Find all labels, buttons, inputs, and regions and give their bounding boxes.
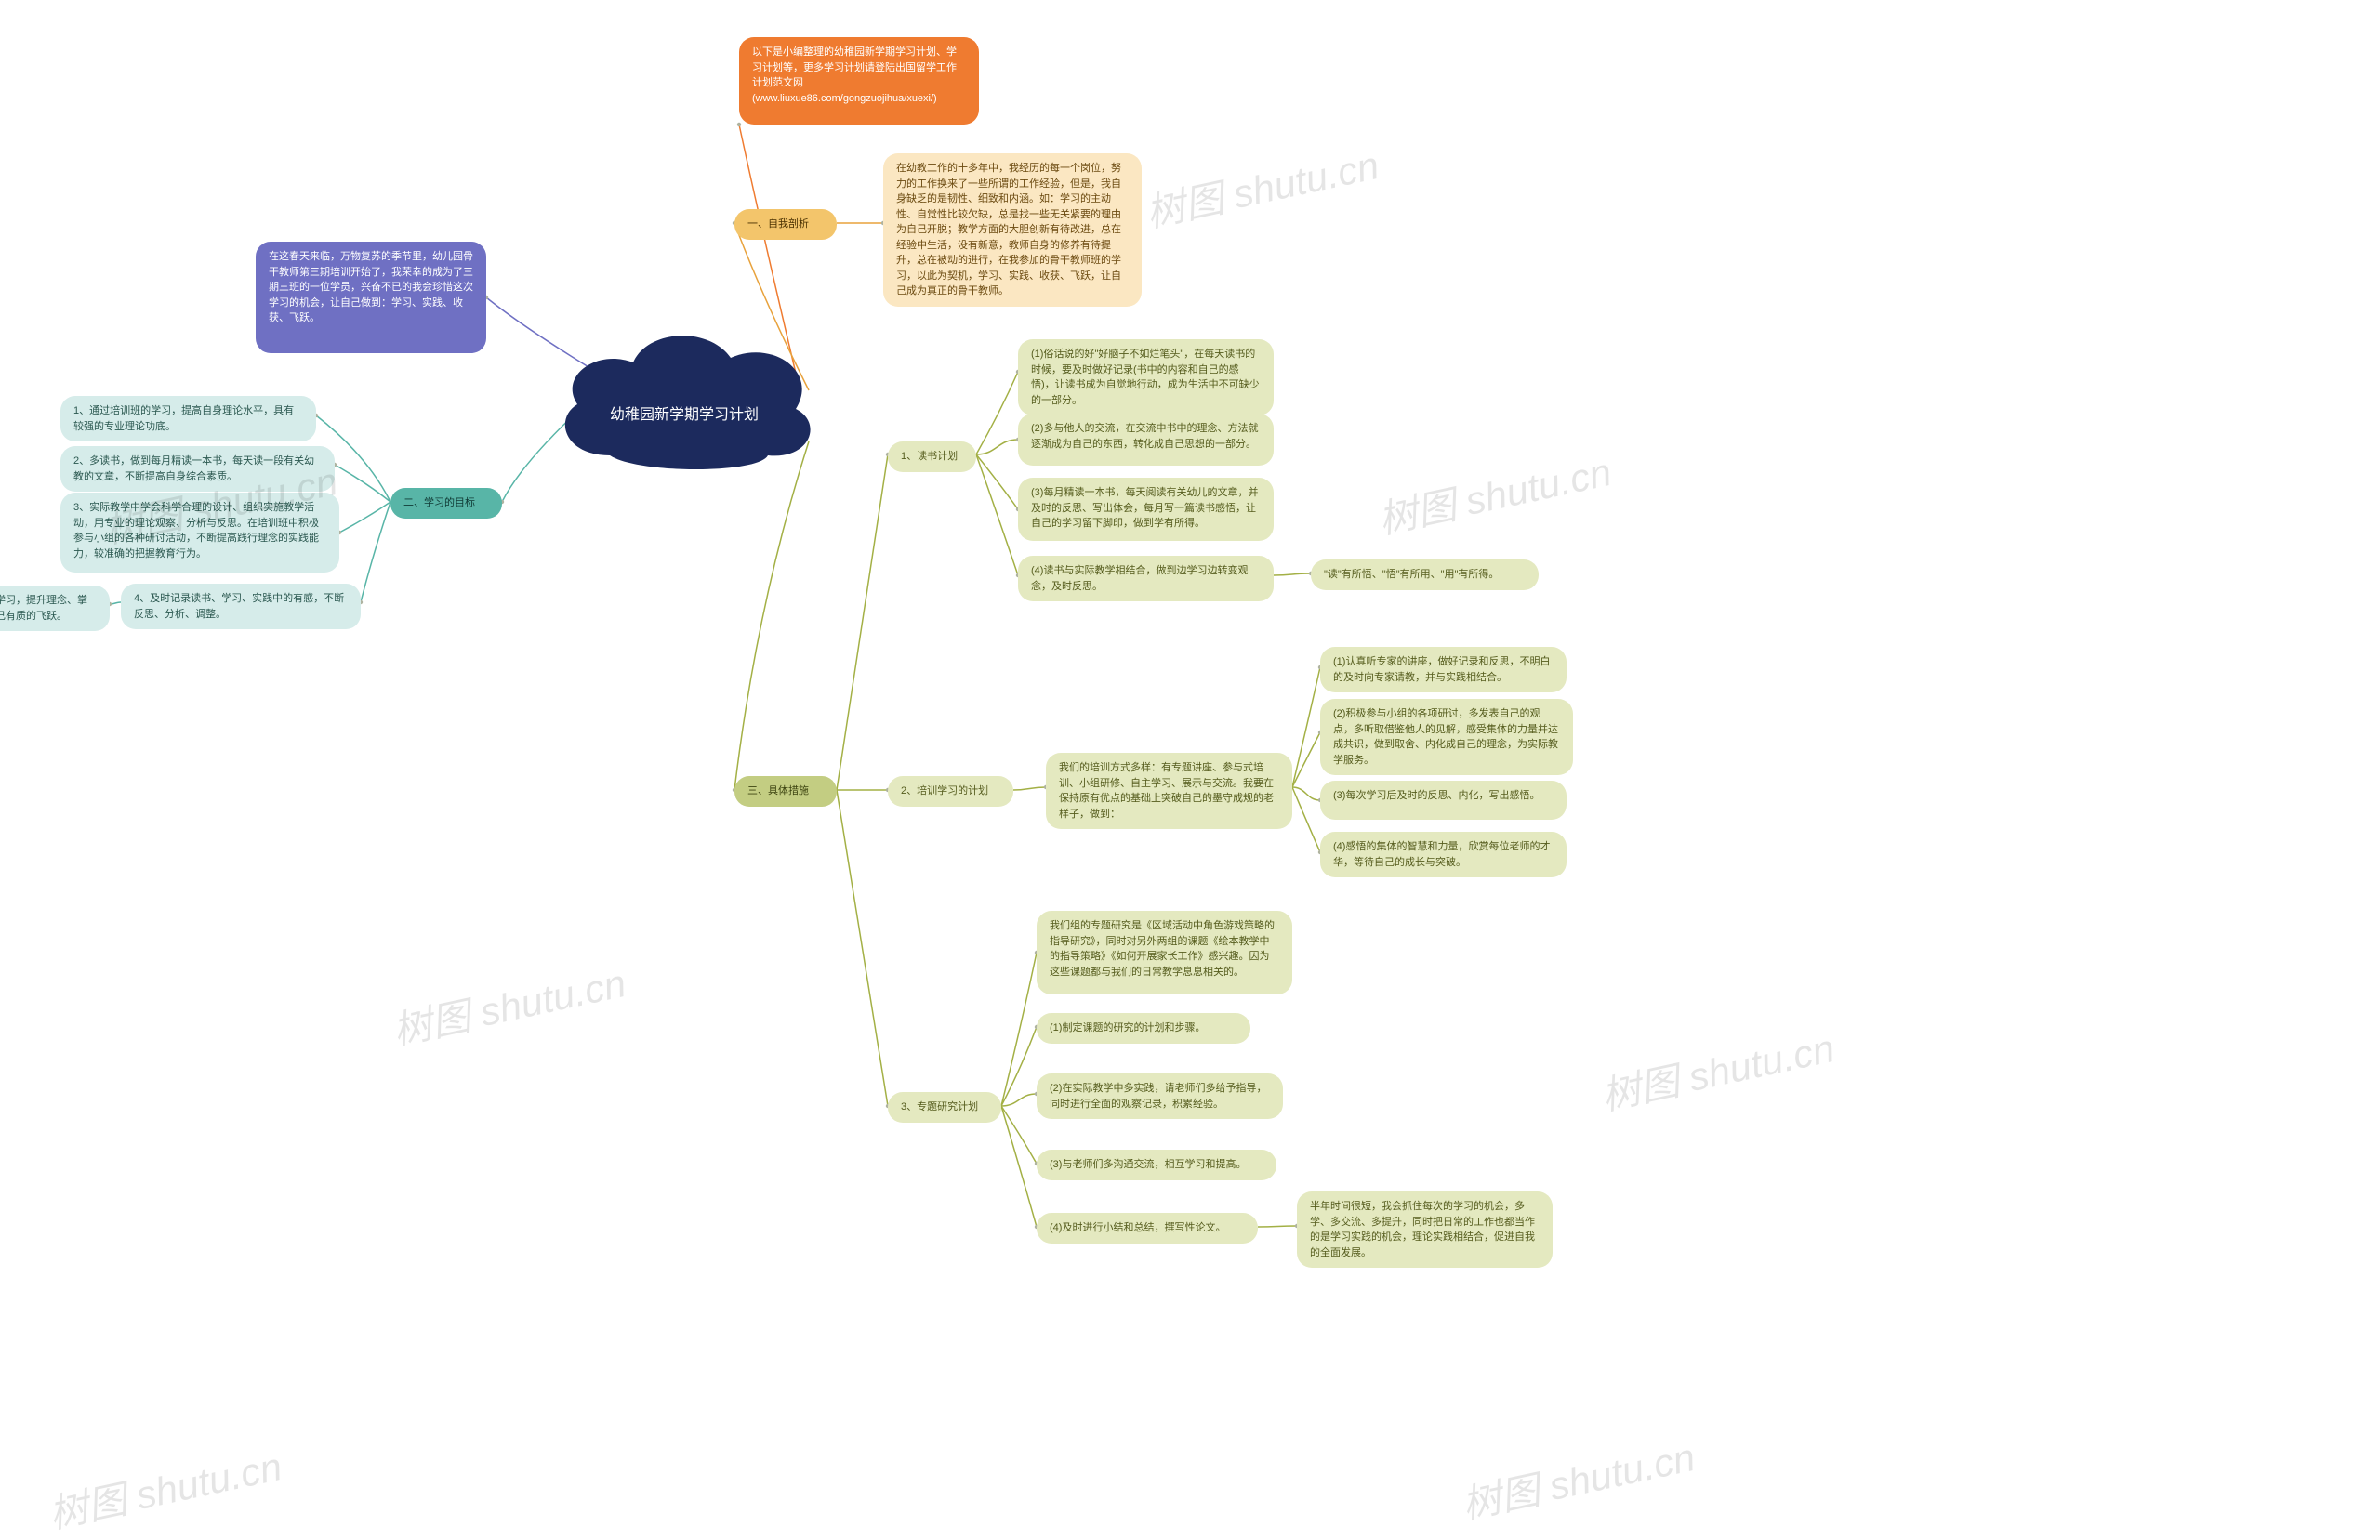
node-s3_2_main: 我们的培训方式多样：有专题讲座、参与式培训、小组研修、自主学习、展示与交流。我要… (1046, 753, 1292, 829)
node-s3_2_1: (1)认真听专家的讲座，做好记录和反思，不明白的及时向专家请教，并与实践相结合。 (1320, 647, 1567, 692)
node-s2_1: 1、通过培训班的学习，提高自身理论水平，具有较强的专业理论功底。 (60, 396, 316, 441)
node-s2_3: 3、实际教学中学会科学合理的设计、组织实施教学活动，用专业的理论观察、分析与反思… (60, 493, 339, 573)
node-s3_3_1: (1)制定课题的研究的计划和步骤。 (1037, 1013, 1250, 1044)
node-section3: 三、具体措施 (734, 776, 837, 807)
node-s3_2_3: (3)每次学习后及时的反思、内化，写出感悟。 (1320, 781, 1567, 820)
node-s3_2_2: (2)积极参与小组的各项研讨，多发表自己的观点，多听取借鉴他人的见解，感受集体的… (1320, 699, 1573, 775)
node-s3_3_3: (3)与老师们多沟通交流，相互学习和提高。 (1037, 1150, 1276, 1180)
watermark: 树图 shutu.cn (1456, 1426, 1699, 1531)
node-section2: 二、学习的目标 (390, 488, 502, 519)
node-s3_3_4: (4)及时进行小结和总结，撰写性论文。 (1037, 1213, 1258, 1244)
center-node: 幼稚园新学期学习计划 (545, 316, 824, 483)
node-s2_4b: 简单的一句话，就是通过学习，提升理念、掌握方法、突破自我，让自己有质的飞跃。 (0, 586, 110, 631)
node-s3_1: 1、读书计划 (888, 441, 976, 472)
node-s3_2_4: (4)感悟的集体的智慧和力量，欣赏每位老师的才华，等待自己的成长与突破。 (1320, 832, 1567, 877)
node-s3_3_main: 我们组的专题研究是《区域活动中角色游戏策略的指导研究》，同时对另外两组的课题《绘… (1037, 911, 1292, 994)
node-s3_1_3: (3)每月精读一本书，每天阅读有关幼儿的文章，并及时的反思、写出体会，每月写一篇… (1018, 478, 1274, 541)
node-s3_1_1: (1)俗话说的好"好脑子不如烂笔头"，在每天读书的时候，要及时做好记录(书中的内… (1018, 339, 1274, 415)
watermark: 树图 shutu.cn (43, 1435, 286, 1540)
node-s2_4: 4、及时记录读书、学习、实践中的有感，不断反思、分析、调整。 (121, 584, 361, 629)
node-s3_2: 2、培训学习的计划 (888, 776, 1013, 807)
node-section1: 一、自我剖析 (734, 209, 837, 240)
watermark: 树图 shutu.cn (1140, 134, 1383, 239)
node-s3_3_2: (2)在实际教学中多实践，请老师们多给予指导，同时进行全面的观察记录，积累经验。 (1037, 1073, 1283, 1119)
watermark: 树图 shutu.cn (1372, 441, 1616, 546)
node-section1_detail: 在幼教工作的十多年中，我经历的每一个岗位，努力的工作换来了一些所谓的工作经验，但… (883, 153, 1142, 307)
center-title: 幼稚园新学期学习计划 (610, 401, 759, 424)
watermark: 树图 shutu.cn (387, 952, 630, 1057)
node-s3_1_4: (4)读书与实际教学相结合，做到边学习边转变观念，及时反思。 (1018, 556, 1274, 601)
watermark: 树图 shutu.cn (1595, 1017, 1839, 1122)
node-s3_3_4b: 半年时间很短，我会抓住每次的学习的机会，多学、多交流、多提升，同时把日常的工作也… (1297, 1191, 1553, 1268)
node-s3_1_4b: "读"有所悟、"悟"有所用、"用"有所得。 (1311, 559, 1539, 590)
node-s2_2: 2、多读书，做到每月精读一本书，每天读一段有关幼教的文章，不断提高自身综合素质。 (60, 446, 335, 492)
node-intro_top: 以下是小编整理的幼稚园新学期学习计划、学习计划等，更多学习计划请登陆出国留学工作… (739, 37, 979, 125)
node-s3_1_2: (2)多与他人的交流，在交流中书中的理念、方法就逐渐成为自己的东西，转化成自己思… (1018, 414, 1274, 466)
node-s3_3: 3、专题研究计划 (888, 1092, 1001, 1123)
node-intro_left: 在这春天来临，万物复苏的季节里，幼儿园骨干教师第三期培训开始了，我荣幸的成为了三… (256, 242, 486, 353)
